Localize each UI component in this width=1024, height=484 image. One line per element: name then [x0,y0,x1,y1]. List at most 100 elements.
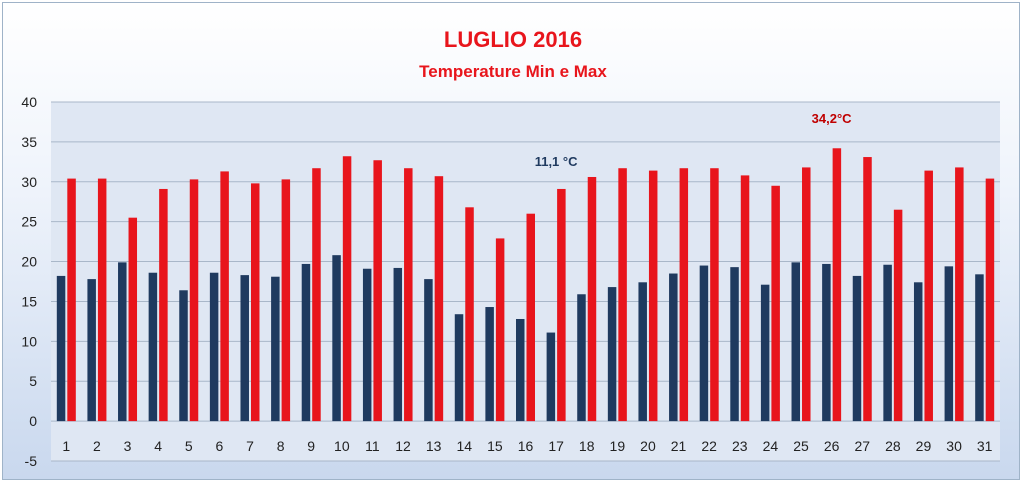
bar-min-day-21 [669,273,678,422]
bar-min-day-27 [852,275,862,422]
bar-max-day-24 [771,185,780,422]
bar-max-day-30 [955,167,964,422]
x-tick-label: 13 [426,438,442,454]
x-tick-label: 22 [701,438,717,454]
bar-min-day-19 [607,287,617,422]
x-tick-label: 6 [215,438,223,454]
x-tick-label: 15 [487,438,503,454]
y-tick-label: 15 [21,293,37,309]
x-tick-label: 31 [977,438,993,454]
bar-min-day-24 [760,284,770,422]
chart: LUGLIO 2016 Temperature Min e Max -5 0 5 10… [21,27,1000,469]
x-tick-label: 16 [518,438,534,454]
bar-max-day-29 [924,170,933,422]
bar-min-day-4 [148,272,158,422]
bar-min-day-29 [913,282,923,422]
bar-max-day-17 [557,188,566,422]
bar-min-day-17 [546,332,556,422]
bar-min-day-18 [577,294,586,422]
y-tick-label: 5 [29,373,37,389]
bar-min-day-22 [699,265,709,422]
bar-max-day-13 [434,176,444,422]
chart-subtitle: Temperature Min e Max [419,62,607,81]
bar-max-day-25 [802,167,811,422]
bar-max-day-6 [220,171,229,422]
bar-max-day-22 [710,168,719,422]
bar-min-day-12 [393,267,403,422]
x-tick-label: 12 [395,438,411,454]
x-tick-label: 7 [246,438,254,454]
bar-max-day-26 [832,148,842,422]
bar-max-day-18 [587,176,597,422]
bar-max-day-19 [618,168,627,422]
bar-min-day-23 [730,267,739,422]
bar-min-day-25 [791,262,801,422]
x-tick-label: 29 [916,438,932,454]
bar-max-day-15 [495,238,505,422]
bar-min-day-13 [424,279,433,422]
y-tick-label: 35 [21,134,37,150]
x-tick-label: 19 [610,438,626,454]
bar-max-day-31 [985,178,995,422]
bar-max-day-27 [863,157,872,422]
bar-max-day-14 [465,207,474,422]
bar-max-day-20 [648,170,658,422]
bar-min-day-16 [516,318,525,422]
x-tick-label: 14 [456,438,472,454]
x-tick-label: 23 [732,438,748,454]
bar-min-day-9 [301,263,311,422]
bar-max-day-8 [281,179,291,422]
bar-min-day-7 [240,275,249,422]
y-tick-label: 25 [21,214,37,230]
bar-max-day-16 [526,213,535,422]
bar-max-day-11 [373,160,382,422]
x-tick-label: 11 [365,438,380,454]
y-tick-label: 0 [29,413,37,429]
x-tick-label: 27 [854,438,870,454]
bar-max-day-3 [128,217,138,422]
bar-max-day-21 [679,168,689,422]
bar-min-day-20 [638,282,647,422]
x-tick-label: 1 [62,438,70,454]
bar-max-day-1 [67,178,76,422]
bar-min-day-15 [485,307,494,422]
bar-min-day-5 [179,290,188,422]
bar-max-day-10 [342,156,352,422]
bar-min-day-26 [822,263,831,422]
x-tick-label: 30 [946,438,962,454]
y-tick-label: -5 [25,453,38,469]
x-tick-label: 10 [334,438,350,454]
bar-min-day-1 [56,275,66,422]
bar-max-day-9 [312,168,321,422]
chart-title: LUGLIO 2016 [444,27,582,52]
y-tick-label: 20 [21,254,37,270]
x-tick-label: 9 [307,438,315,454]
x-tick-label: 4 [154,438,162,454]
bar-max-day-28 [893,209,903,422]
bar-min-day-11 [362,268,372,422]
x-tick-label: 24 [763,438,779,454]
y-tick-label: 10 [21,333,37,349]
x-tick-label: 2 [93,438,101,454]
bar-min-day-30 [944,266,954,422]
bar-min-day-10 [332,255,341,422]
bar-max-day-12 [404,168,413,422]
x-tick-label: 28 [885,438,901,454]
y-tick-label: 40 [21,94,37,110]
plot-background [51,102,1000,461]
x-tick-label: 26 [824,438,840,454]
bar-min-day-14 [454,314,464,422]
x-tick-label: 20 [640,438,656,454]
x-tick-label: 18 [579,438,595,454]
bar-min-day-2 [87,279,96,422]
annotation-max: 34,2°C [812,111,853,126]
bar-min-day-28 [883,264,892,422]
bar-max-day-2 [97,178,107,422]
bar-max-day-5 [189,179,199,422]
x-tick-label: 21 [671,438,687,454]
bar-max-day-23 [740,175,750,422]
x-tick-label: 8 [277,438,285,454]
bar-min-day-31 [975,274,984,422]
